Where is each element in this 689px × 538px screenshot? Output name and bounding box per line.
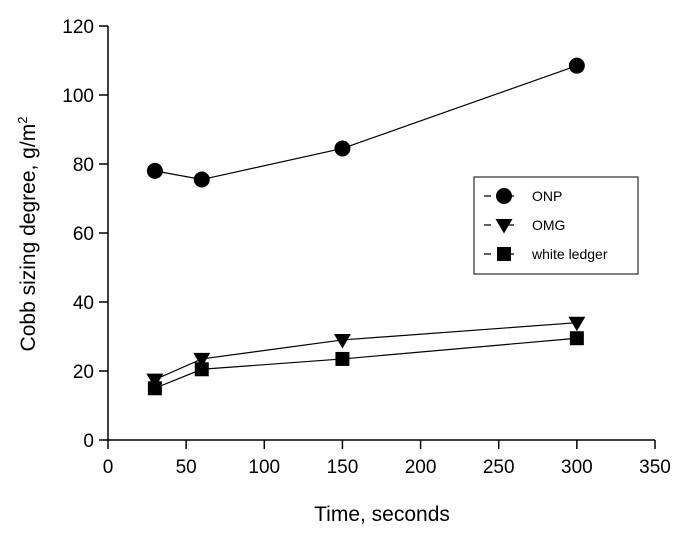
legend: ONP OMG white ledger <box>473 176 639 275</box>
y-tick-label: 20 <box>73 362 94 383</box>
x-tick-label: 250 <box>483 457 515 478</box>
y-tick-label: 120 <box>62 17 94 38</box>
x-ticks: 0 50 100 150 200 250 300 350 <box>103 440 671 478</box>
data-point-omg <box>146 373 164 389</box>
x-tick-label: 0 <box>103 457 114 478</box>
y-axis-title: Cobb sizing degree, g/m2 <box>15 117 40 352</box>
series-line-omg <box>154 322 577 381</box>
y-tick-label: 80 <box>73 155 94 176</box>
y-tick-label: 0 <box>83 431 94 452</box>
data-point-omg <box>333 333 351 349</box>
legend-items: ONP OMG white ledger <box>484 188 608 262</box>
data-point-onp <box>193 171 210 188</box>
legend-marker-omg <box>495 219 513 234</box>
data-point-white-ledger <box>335 351 350 366</box>
data-point-white-ledger <box>194 362 209 377</box>
data-point-white-ledger <box>569 331 584 346</box>
y-ticks: 0 20 40 60 80 100 120 <box>62 17 108 452</box>
x-tick-label: 300 <box>561 457 593 478</box>
legend-label-white-ledger: white ledger <box>531 246 608 262</box>
legend-marker-white-ledger <box>497 247 511 261</box>
data-point-onp <box>334 140 351 157</box>
data-point-omg <box>193 352 211 368</box>
data-point-onp <box>568 57 585 74</box>
x-axis-title: Time, seconds <box>314 503 450 526</box>
data-point-onp <box>146 162 163 179</box>
y-tick-label: 100 <box>62 86 94 107</box>
x-tick-label: 200 <box>405 457 437 478</box>
data-point-white-ledger <box>147 381 162 396</box>
x-tick-label: 150 <box>327 457 359 478</box>
plot-area: 0 50 100 150 200 250 300 350 0 20 40 60 80 100 120 <box>62 17 671 478</box>
legend-label-omg: OMG <box>532 217 565 233</box>
x-tick-label: 350 <box>639 457 671 478</box>
x-tick-label: 100 <box>248 457 280 478</box>
series-layer <box>146 57 586 396</box>
y-tick-label: 40 <box>73 293 94 314</box>
series-line-onp <box>154 65 578 181</box>
data-point-omg <box>568 316 586 332</box>
y-axis-title-main: Cobb sizing degree, g/m <box>17 124 40 352</box>
y-axis-title-superscript: 2 <box>15 117 30 124</box>
y-tick-label: 60 <box>73 224 94 245</box>
legend-marker-onp <box>496 188 512 204</box>
legend-label-onp: ONP <box>532 188 562 204</box>
x-tick-label: 50 <box>176 457 197 478</box>
series-line-white-ledger <box>154 337 577 389</box>
